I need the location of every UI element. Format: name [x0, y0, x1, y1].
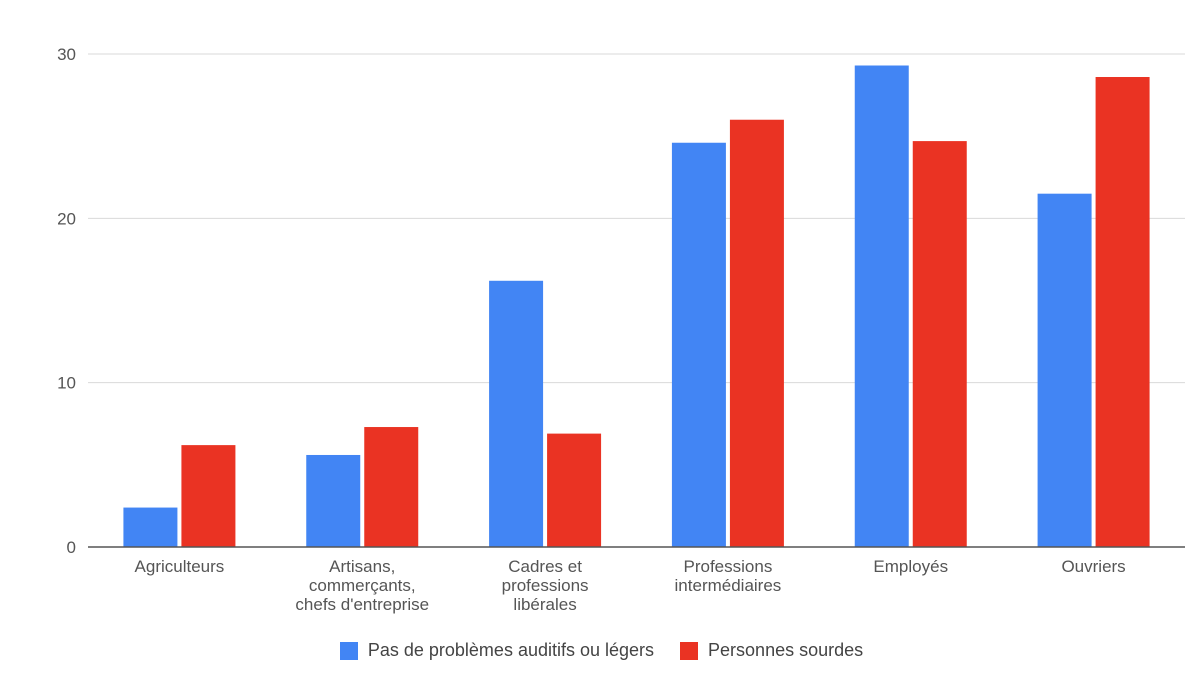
y-tick-label: 20	[57, 209, 76, 228]
bar-series-1-cat-2	[547, 433, 602, 547]
legend: Pas de problèmes auditifs ou légers Pers…	[0, 640, 1203, 661]
legend-swatch-series-1	[680, 641, 699, 660]
bar-series-0-cat-4	[854, 65, 909, 548]
x-tick-label: Artisans,	[329, 557, 395, 576]
bar-series-1-cat-4	[912, 141, 967, 547]
bar-series-1-cat-5	[1095, 77, 1150, 548]
legend-label-series-0: Pas de problèmes auditifs ou légers	[367, 640, 655, 660]
y-tick-label: 30	[57, 45, 76, 64]
x-tick-label: libérales	[513, 595, 576, 614]
x-tick-label: Cadres et	[508, 557, 582, 576]
x-tick-label: professions	[502, 576, 589, 595]
bar-series-0-cat-3	[671, 142, 726, 548]
x-tick-label: intermédiaires	[675, 576, 782, 595]
bar-series-1-cat-3	[729, 119, 784, 547]
x-tick-label: Professions	[684, 557, 773, 576]
bar-chart-svg: 0 10 20 30 Agriculteurs Artisans,commerçants,…	[57, 45, 1185, 614]
legend-item-series-1: Personnes sourdes	[680, 640, 863, 661]
bar-series-0-cat-1	[306, 454, 361, 547]
y-tick-label: 0	[67, 538, 76, 557]
x-tick-label: chefs d'entreprise	[295, 595, 429, 614]
legend-item-series-0: Pas de problèmes auditifs ou légers	[339, 640, 655, 661]
legend-swatch-series-0	[339, 641, 358, 660]
x-tick-label: commerçants,	[309, 576, 416, 595]
x-tick-label: Employés	[873, 557, 948, 576]
bar-series-0-cat-0	[123, 507, 178, 547]
legend-label-series-1: Personnes sourdes	[708, 640, 864, 660]
y-tick-label: 10	[57, 374, 76, 393]
x-tick-label: Ouvriers	[1061, 557, 1125, 576]
bar-series-0-cat-5	[1037, 193, 1092, 547]
bar-series-1-cat-1	[364, 427, 419, 547]
bar-series-1-cat-0	[181, 445, 236, 547]
x-tick-label: Agriculteurs	[135, 557, 225, 576]
bar-series-0-cat-2	[489, 280, 544, 547]
